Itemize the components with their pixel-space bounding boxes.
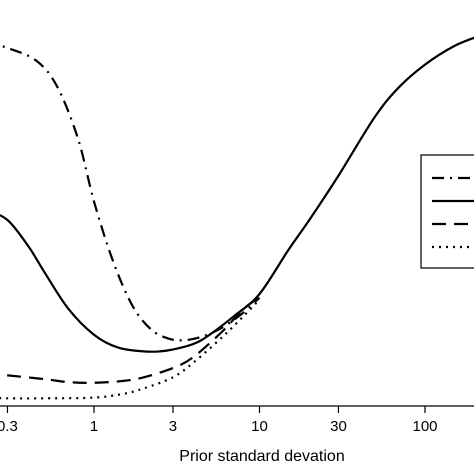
x-tick-label: 3 (169, 418, 177, 435)
x-tick-label: 100 (412, 418, 437, 435)
legend (420, 154, 474, 269)
series-line-solid (0, 36, 474, 353)
plot-area (0, 36, 474, 400)
x-tick-label: 30 (330, 418, 347, 435)
series-line-dash-dot (0, 44, 261, 342)
series-line-dashed (0, 296, 261, 384)
legend-box (420, 154, 474, 269)
x-tick-label: 0.3 (0, 418, 18, 435)
x-tick-label: 10 (251, 418, 268, 435)
x-axis-label: Prior standard devation (179, 448, 344, 465)
x-tick-label: 1 (90, 418, 98, 435)
x-ticks: 0.3 1 3 10 30 100 (0, 406, 438, 435)
